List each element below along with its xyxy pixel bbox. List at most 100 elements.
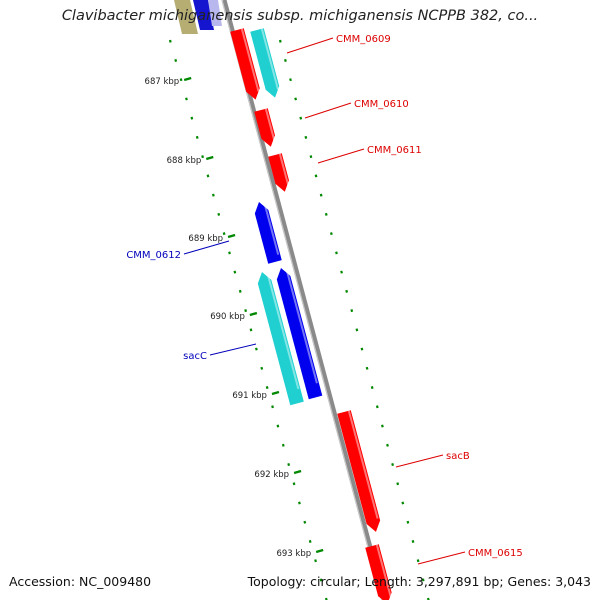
left-guide-dot <box>168 39 172 43</box>
gene-label-cmm-0612[interactable]: CMM_0612 <box>126 250 181 261</box>
gene-sacc-bar-shine <box>265 270 300 390</box>
gene-sacc-bar[interactable] <box>257 272 304 406</box>
gene-cmm-0609-bar-shine <box>240 28 260 92</box>
partial-feature-olive[interactable] <box>174 0 198 34</box>
right-guide-dot <box>406 520 410 524</box>
gene-label-cmm-0609[interactable]: CMM_0609 <box>336 34 391 45</box>
left-guide-dot <box>195 135 199 139</box>
gene-cmm-0615-bar-shine <box>375 544 392 598</box>
gene-label-cmm-0611[interactable]: CMM_0611 <box>367 145 422 156</box>
gene-sacb-bar-shine <box>347 410 379 519</box>
left-guide-dot <box>281 443 285 447</box>
right-guide-dot <box>421 578 425 582</box>
left-guide-dot <box>271 405 274 409</box>
right-guide-dot <box>375 405 379 409</box>
right-guide-dot <box>329 232 333 236</box>
gene-cmm-0612-bar-shine <box>262 200 280 255</box>
right-guide-dot <box>314 174 318 178</box>
gene-label-cmm-0609-leader <box>286 37 334 54</box>
left-guide-dot <box>314 559 317 563</box>
gene-sacc-companion-bar-shine <box>284 266 318 384</box>
gene-cmm-0609-companion-bar[interactable] <box>250 28 280 98</box>
ruler-tick-label: 687 kbp <box>145 77 180 87</box>
right-guide-dot <box>340 270 343 274</box>
left-guide-dot <box>308 539 312 543</box>
ruler-tick-mark <box>205 155 214 161</box>
gene-label-sacb[interactable]: sacB <box>446 451 470 462</box>
left-guide-dot <box>238 289 242 293</box>
left-guide-dot <box>287 463 291 467</box>
ruler-tick-mark <box>315 548 324 554</box>
map-title: Clavibacter michiganensis subsp. michiga… <box>61 8 539 24</box>
left-guide-dot <box>174 58 178 62</box>
left-guide-dot <box>201 155 204 159</box>
right-guide-dot <box>289 78 292 82</box>
dotted-guides <box>168 39 430 601</box>
ruler-tick-label: 693 kbp <box>276 549 311 559</box>
right-guide-dot <box>309 155 313 159</box>
right-guide-dot <box>360 347 364 351</box>
gene-label-cmm-0610[interactable]: CMM_0610 <box>354 99 409 110</box>
right-guide-dot <box>365 366 369 370</box>
partial-feature-lavender[interactable] <box>208 0 222 26</box>
right-guide-dot <box>396 482 400 486</box>
right-guide-dot <box>411 539 415 543</box>
gene-cmm-0610-bar[interactable] <box>254 108 275 147</box>
gene-label-cmm-0615[interactable]: CMM_0615 <box>468 548 523 559</box>
gene-labels: CMM_0609 CMM_0610 CMM_0611 CMM_0612 sacC sacB… <box>126 34 523 565</box>
partial-feature-blue[interactable] <box>193 0 214 30</box>
gene-label-sacc[interactable]: sacC <box>183 351 207 362</box>
gene-cmm-0612-bar[interactable] <box>254 202 282 264</box>
right-guide-dot <box>391 463 394 467</box>
left-guide-dot <box>260 366 264 370</box>
left-guide-dot <box>217 212 221 216</box>
gene-cmm-0611-bar[interactable] <box>268 153 289 192</box>
right-guide-dot <box>299 116 303 120</box>
ruler-tick-mark <box>249 311 258 317</box>
right-guide-dot <box>350 309 354 313</box>
right-guide-dot <box>355 328 359 332</box>
right-guide-dot <box>345 289 349 293</box>
right-guide-dot <box>304 135 308 139</box>
gene-cmm-0615-bar[interactable] <box>365 544 392 604</box>
gene-cmm-0610-bar-shine <box>264 108 276 143</box>
right-guide-dot <box>284 58 287 62</box>
gene-label-cmm-0611-leader <box>317 148 365 164</box>
left-guide-dot <box>265 386 269 390</box>
gene-label-cmm-0610-leader <box>304 102 352 119</box>
gene-cmm-0609-bar[interactable] <box>230 28 260 100</box>
left-guide-dot <box>185 97 188 101</box>
right-guide-dot <box>401 501 405 505</box>
right-guide-dot <box>324 212 328 216</box>
left-guide-dot <box>303 520 307 524</box>
ruler-tick-label: 691 kbp <box>232 391 267 401</box>
right-guide-dot <box>416 559 420 563</box>
ruler-tick-mark <box>271 390 280 396</box>
right-guide-dot <box>278 39 282 43</box>
left-guide-dot <box>244 309 248 313</box>
right-guide-dot <box>381 424 384 428</box>
left-guide-dot <box>319 578 323 582</box>
ruler-tick-mark <box>293 469 302 475</box>
gene-label-sacb-leader <box>395 454 444 468</box>
gene-label-sacc-leader <box>209 343 257 356</box>
right-guide-dot <box>294 97 298 101</box>
left-guide-dot <box>249 328 253 332</box>
ruler-tick-mark <box>183 76 192 82</box>
gene-sacb-bar[interactable] <box>337 410 381 532</box>
left-guide-dot <box>211 193 215 197</box>
gene-label-cmm-0615-leader <box>417 551 466 565</box>
backbone-line <box>221 0 387 601</box>
left-guide-dot <box>292 482 296 486</box>
ruler-tick-label: 689 kbp <box>188 234 223 244</box>
gene-cmm-0611-bar-shine <box>278 153 290 188</box>
ruler-tick-label: 692 kbp <box>254 470 289 480</box>
left-guide-dot <box>190 116 194 120</box>
gene-sacc-companion-bar[interactable] <box>276 268 323 400</box>
left-guide-dot <box>179 78 183 82</box>
left-guide-dot <box>228 251 231 255</box>
backbone-highlight <box>221 0 383 601</box>
left-guide-dot <box>276 424 280 428</box>
